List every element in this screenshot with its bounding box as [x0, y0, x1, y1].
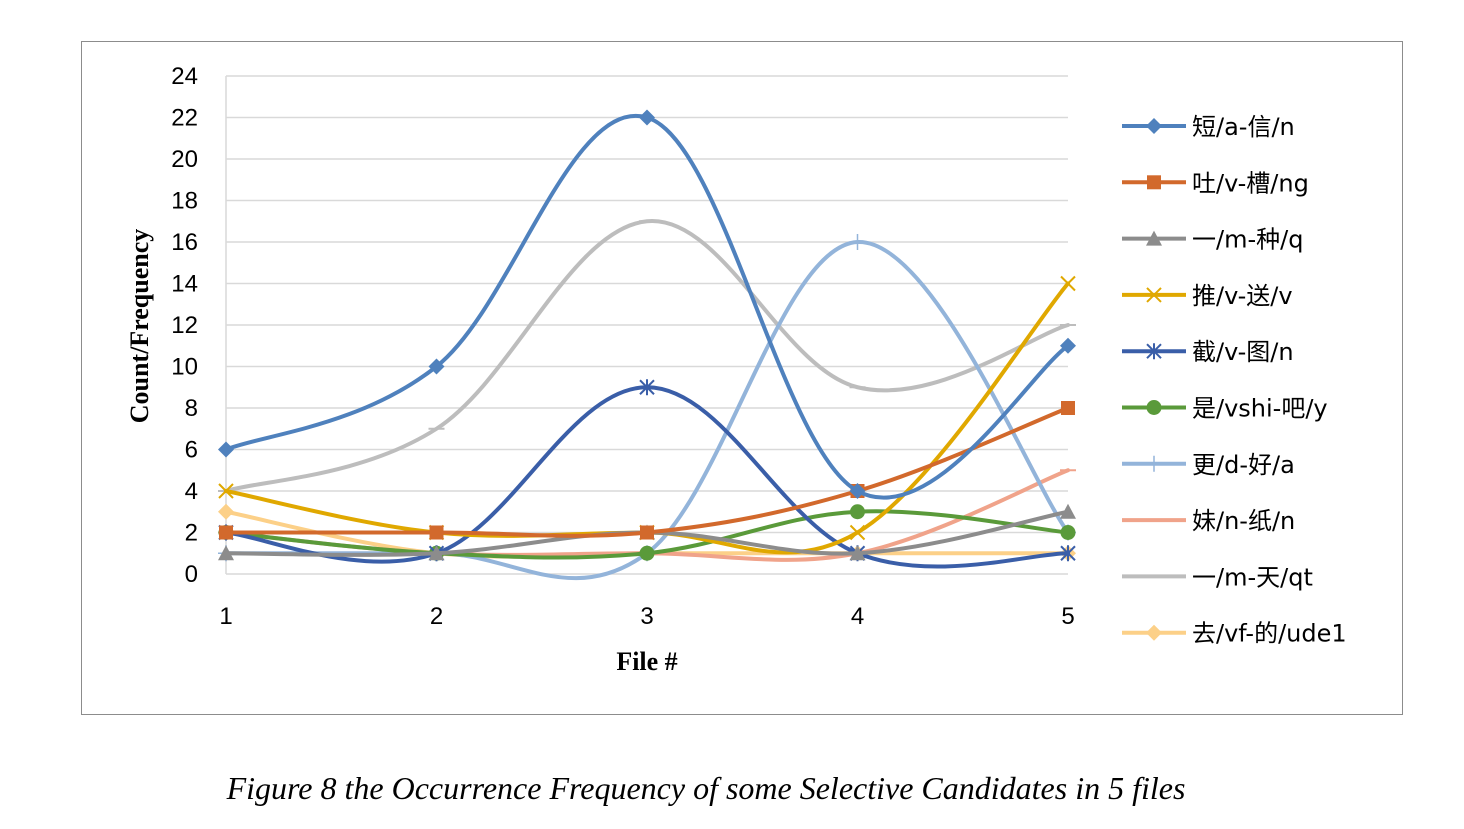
data-point-marker	[640, 525, 654, 540]
data-point-marker	[639, 379, 655, 396]
y-tick-label: 16	[171, 229, 198, 256]
data-point-marker	[219, 525, 233, 540]
legend-item: 更/d-好/a	[1122, 451, 1295, 479]
legend-item: 推/v-送/v	[1122, 282, 1293, 310]
y-tick-label: 6	[185, 437, 198, 464]
legend-item: 一/m-种/q	[1122, 226, 1303, 254]
y-tick-label: 18	[171, 188, 198, 215]
legend-label: 是/vshi-吧/y	[1192, 395, 1328, 423]
legend-label: 去/vf-的/ude1	[1192, 620, 1347, 648]
y-tick-label: 24	[171, 63, 198, 90]
x-axis-title: File #	[616, 647, 677, 676]
legend-label: 更/d-好/a	[1192, 451, 1295, 479]
legend-label: 妹/n-纸/n	[1192, 507, 1295, 535]
legend-item: 短/a-信/n	[1122, 113, 1295, 141]
data-point-marker	[849, 234, 866, 250]
x-tick-label: 3	[640, 603, 653, 630]
data-point-marker	[428, 545, 445, 561]
y-tick-label: 10	[171, 354, 198, 381]
y-tick-label: 20	[171, 146, 198, 173]
y-tick-label: 4	[185, 478, 198, 505]
data-point-marker	[1146, 230, 1162, 246]
x-tick-label: 1	[219, 603, 232, 630]
x-tick-label: 5	[1061, 603, 1074, 630]
data-point-marker	[1060, 525, 1076, 540]
legend-item: 是/vshi-吧/y	[1122, 395, 1328, 423]
legend: 短/a-信/n 吐/v-槽/ng 一/m-种/q 推/v-送/v 截/v-图/n 是/vs…	[1122, 113, 1347, 648]
legend-label: 吐/v-槽/ng	[1192, 169, 1309, 197]
legend-item: 一/m-天/qt	[1122, 563, 1313, 591]
y-tick-label: 2	[185, 520, 198, 547]
figure-caption: Figure 8 the Occurrence Frequency of som…	[226, 770, 1186, 806]
data-point-marker	[1060, 503, 1076, 519]
data-point-marker	[218, 483, 234, 499]
data-point-marker	[1060, 337, 1076, 354]
legend-label: 一/m-天/qt	[1192, 563, 1313, 591]
data-point-marker	[639, 545, 655, 561]
y-tick-label: 14	[171, 271, 198, 298]
series-lines	[218, 109, 1076, 581]
legend-item: 截/v-图/n	[1122, 338, 1294, 366]
data-point-marker	[1061, 401, 1075, 415]
data-point-marker	[1146, 287, 1162, 303]
data-point-marker	[218, 503, 234, 520]
data-point-marker	[1060, 275, 1076, 292]
series-line	[224, 113, 1070, 500]
data-point-marker	[850, 504, 865, 520]
data-point-marker	[428, 358, 445, 375]
y-tick-label: 0	[185, 561, 198, 588]
data-point-marker	[849, 545, 866, 561]
legend-label: 短/a-信/n	[1192, 113, 1295, 141]
y-tick-label: 12	[171, 312, 198, 339]
x-tick-labels: 1 2 3 4 5	[219, 603, 1074, 630]
data-point-marker	[1146, 400, 1162, 415]
y-tick-label: 22	[171, 105, 198, 132]
data-point-marker	[849, 524, 866, 541]
data-point-marker	[218, 441, 234, 458]
grid-lines	[225, 75, 1068, 575]
data-point-marker	[849, 483, 866, 499]
series-group	[218, 109, 1076, 500]
data-point-marker	[1060, 545, 1076, 562]
data-point-marker	[218, 545, 234, 561]
x-tick-label: 4	[851, 603, 864, 630]
legend-label: 截/v-图/n	[1192, 338, 1294, 366]
data-point-marker	[1147, 175, 1161, 190]
legend-label: 一/m-种/q	[1192, 226, 1303, 254]
data-point-marker	[1146, 455, 1162, 472]
series-line	[224, 281, 1070, 555]
legend-label: 推/v-送/v	[1192, 282, 1293, 310]
legend-item: 妹/n-纸/n	[1122, 507, 1295, 535]
y-tick-label: 8	[185, 395, 198, 422]
legend-item: 去/vf-的/ude1	[1122, 620, 1347, 648]
data-point-marker	[429, 525, 444, 540]
data-point-marker	[639, 109, 655, 126]
legend-item: 吐/v-槽/ng	[1122, 169, 1309, 197]
series-group	[218, 219, 1076, 493]
x-tick-label: 2	[430, 603, 443, 630]
data-point-marker	[1146, 624, 1162, 641]
data-point-marker	[1146, 343, 1162, 360]
y-axis-title: Count/Frequency	[125, 229, 154, 424]
data-point-marker	[1146, 118, 1162, 134]
